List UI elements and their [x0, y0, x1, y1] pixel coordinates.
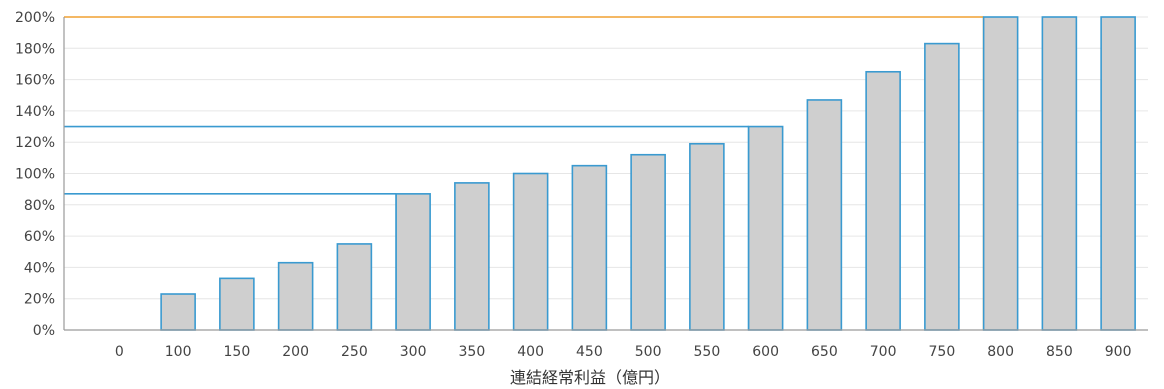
bar-200: [277, 261, 314, 331]
bar-600: [747, 125, 784, 331]
y-tick-label: 20%: [24, 292, 55, 308]
y-tick-label: 160%: [15, 73, 55, 89]
bars: [160, 16, 1136, 331]
y-tick-label: 60%: [24, 229, 55, 245]
y-tick-label: 200%: [15, 10, 55, 26]
x-tick-label: 900: [1105, 344, 1132, 360]
x-tick-labels: 0 100 150 200 250 300 350 400 450 500 550 600 650 700…: [115, 344, 1132, 360]
y-tick-label: 40%: [24, 260, 55, 276]
x-tick-label: 350: [459, 344, 486, 360]
x-tick-label: 400: [517, 344, 544, 360]
y-tick-label: 0%: [33, 323, 55, 339]
x-tick-label: 100: [165, 344, 192, 360]
axes: [63, 17, 1148, 331]
x-tick-label: 250: [341, 344, 368, 360]
bar-300: [395, 193, 431, 331]
x-tick-label: 600: [752, 344, 779, 360]
x-tick-label: 150: [224, 344, 251, 360]
bar-800: [982, 16, 1019, 331]
x-tick-label: 750: [929, 344, 956, 360]
bar-550: [689, 142, 725, 331]
x-tick-label: 450: [576, 344, 603, 360]
x-tick-label: 550: [694, 344, 721, 360]
bar-750: [924, 42, 960, 331]
bar-400: [512, 172, 549, 331]
x-tick-label: 650: [811, 344, 838, 360]
bar-700: [865, 70, 901, 331]
bar-450: [571, 164, 608, 331]
bar-650: [806, 99, 843, 331]
x-tick-label: 200: [282, 344, 309, 360]
x-axis-title: 連結経常利益（億円）: [510, 368, 670, 387]
bar-150: [219, 277, 255, 331]
x-tick-label: 300: [400, 344, 427, 360]
y-tick-label: 140%: [15, 104, 55, 120]
bar-350: [454, 182, 490, 331]
y-tick-label: 80%: [24, 198, 55, 214]
bar-500: [630, 153, 666, 331]
x-tick-label: 700: [870, 344, 897, 360]
y-tick-label: 120%: [15, 135, 55, 151]
x-tick-label: 0: [115, 344, 124, 360]
y-tick-labels: 0% 20% 40% 60% 80% 100% 120% 140% 160% 180% 200%: [15, 10, 55, 339]
x-tick-label: 500: [635, 344, 662, 360]
x-tick-label: 800: [987, 344, 1014, 360]
y-tick-label: 180%: [15, 41, 55, 57]
bar-850: [1041, 16, 1078, 331]
bar-250: [336, 243, 373, 331]
y-tick-label: 100%: [15, 167, 55, 183]
x-tick-label: 850: [1046, 344, 1073, 360]
bar-100: [160, 293, 196, 331]
bar-900: [1100, 16, 1136, 331]
